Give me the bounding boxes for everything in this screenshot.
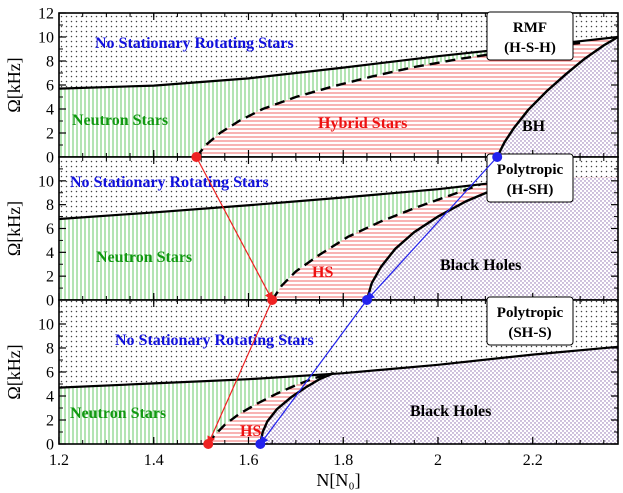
label-black-holes: Black Holes [440,257,521,274]
transition-point-blue [255,439,266,449]
model-label-background [486,11,574,61]
y-tick-label: 4 [46,389,54,406]
label-black-holes: Black Holes [410,403,491,420]
label-neutron-stars: Neutron Stars [72,112,168,129]
label-no-stationary-rotating-stars: No Stationary Rotating Stars [95,35,294,52]
region-black-holes [497,37,618,157]
y-tick-label: 6 [46,221,54,238]
y-tick-label: 4 [46,245,54,262]
kepler-limit-line [59,345,618,389]
y-axis-bottom: 0 2 4 6 8 10 [38,311,618,454]
label-no-stationary-rotating-stars: No Stationary Rotating Stars [70,174,269,191]
label-hybrid-stars: HS [240,423,261,440]
y-tick-label: 2 [46,413,54,430]
model-label-line: (SH-S) [508,325,551,341]
region-black-holes [260,346,618,444]
hybrid-boundary-line [207,372,335,444]
label-black-holes: BH [522,118,546,135]
x-tick-label: 1.2 [49,452,69,469]
blackhole-boundary-line [259,372,335,444]
arrows-layer [191,152,503,449]
model-label-background [486,296,574,346]
transition-point-red [203,439,214,449]
y-axis-title: Ω[kHz] [4,201,24,256]
x-axis-title: N[N₀] [316,470,360,490]
y-axis-middle: 0 2 4 6 8 10 [38,168,618,310]
transition-point-red [267,295,278,305]
model-label-box: Polytropic (H-SH) [486,153,574,203]
y-tick-label: 10 [38,173,54,190]
x-tick-label: 2 [434,452,442,469]
y-tick-label: 10 [38,30,54,47]
region-black-holes [366,176,618,300]
blackhole-boundary-line [496,35,618,157]
y-tick-label: 6 [46,365,54,382]
transition-arrow-blue [366,156,498,301]
x-axis: 1.2 1.4 1.6 1.8 2 2.2 N[N₀] [49,452,543,490]
y-axis-title: Ω[kHz] [4,57,24,112]
model-label-line: (H-S-H) [504,40,556,56]
y-tick-label: 2 [46,269,54,286]
label-hybrid-stars: HS [312,264,333,281]
transition-point-blue [492,152,503,162]
y-tick-label: 0 [46,293,54,310]
label-neutron-stars: Neutron Stars [70,405,166,422]
y-tick-label: 10 [38,317,54,334]
y-axis-title: Ω[kHz] [4,344,24,399]
panel-top: 0 2 4 6 8 10 12 Ω[kHz] No Stationary Rotating St… [4,6,619,167]
panels-layer: 0 2 4 6 8 10 12 Ω[kHz] No Stationary Rotating St… [4,6,619,454]
y-tick-label: 8 [46,341,54,358]
model-label-line: Polytropic [497,162,564,178]
x-tick-label: 1.8 [333,452,353,469]
y-tick-label: 8 [46,197,54,214]
model-label-box: RMF (H-S-H) [486,11,574,61]
model-label-line: RMF [513,20,547,36]
x-tick-label: 2.2 [523,452,543,469]
y-tick-label: 0 [46,150,54,167]
transition-arrow-blue [259,299,368,445]
label-neutron-stars: Neutron Stars [96,249,192,266]
panel-bottom: 0 2 4 6 8 10 Ω[kHz] No Stationary Rotating Star… [4,296,619,454]
panel-regions [59,157,618,300]
label-no-stationary-rotating-stars: No Stationary Rotating Stars [115,332,314,349]
y-tick-label: 4 [46,102,54,119]
transition-arrow-red [207,299,273,445]
label-hybrid-stars: Hybrid Stars [318,115,407,132]
model-label-line: (H-SH) [507,182,554,198]
model-label-box: Polytropic (SH-S) [486,296,574,346]
model-label-line: Polytropic [497,305,564,321]
region-hybrid-stars [196,37,618,157]
y-tick-label: 6 [46,78,54,95]
y-tick-label: 0 [46,437,54,454]
y-tick-label: 12 [38,6,54,23]
x-tick-label: 1.6 [238,452,258,469]
panel-middle: 0 2 4 6 8 10 Ω[kHz] No Stationary Rotating Star… [4,153,619,310]
kepler-limit-line [59,176,533,221]
x-tick-label: 1.4 [144,452,164,469]
transition-point-blue [361,295,372,305]
transition-arrow-red [195,156,273,301]
panel-regions [59,300,618,444]
y-tick-label: 8 [46,54,54,71]
transition-point-red [191,152,202,162]
y-tick-label: 2 [46,126,54,143]
hybrid-boundary-line [271,183,482,300]
model-label-background [486,153,574,203]
